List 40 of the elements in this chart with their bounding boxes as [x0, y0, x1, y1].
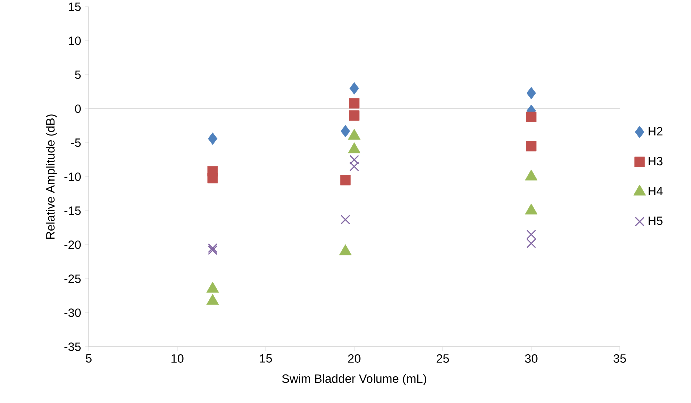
x-tick-label: 20 [348, 354, 361, 364]
legend-label: H2 [648, 127, 663, 136]
point [208, 173, 218, 184]
y-tick-label: 10 [69, 36, 82, 46]
point [526, 238, 536, 248]
point [526, 112, 537, 122]
point [350, 155, 360, 165]
x-tick-label: 10 [172, 354, 184, 364]
point [340, 175, 351, 186]
point [340, 125, 350, 138]
y-tick-label: -35 [64, 342, 81, 352]
x-axis-title: Swim Bladder Volume (mL) [282, 374, 426, 386]
legend-label: H4 [648, 187, 663, 196]
x-tick-label: 25 [436, 354, 450, 364]
x-tick-label: 35 [614, 354, 626, 364]
y-axis-title: Relative Amplitude (dB) [46, 114, 58, 240]
y-tick-label: -25 [64, 274, 81, 284]
y-tick-label: -15 [64, 206, 81, 216]
point [208, 132, 218, 146]
legend-label: H3 [648, 157, 663, 166]
y-tick-label: -20 [64, 240, 82, 250]
point [526, 141, 537, 152]
x-tick-label: 5 [86, 354, 92, 363]
point [350, 82, 360, 95]
y-tick-label: 15 [69, 2, 81, 12]
point [349, 110, 360, 121]
y-tick-label: -5 [71, 138, 81, 148]
point [340, 215, 350, 225]
x-tick-label: 30 [525, 354, 538, 364]
legend-label: H5 [648, 216, 663, 226]
point [206, 294, 220, 306]
point [350, 162, 360, 172]
point [526, 87, 536, 100]
point [526, 230, 536, 240]
y-tick-label: 0 [75, 104, 82, 114]
x-tick-label: 15 [260, 354, 272, 363]
y-tick-label: 5 [75, 70, 81, 80]
point [349, 98, 360, 109]
y-tick-label: -30 [64, 308, 82, 318]
y-tick-label: -10 [64, 172, 82, 182]
